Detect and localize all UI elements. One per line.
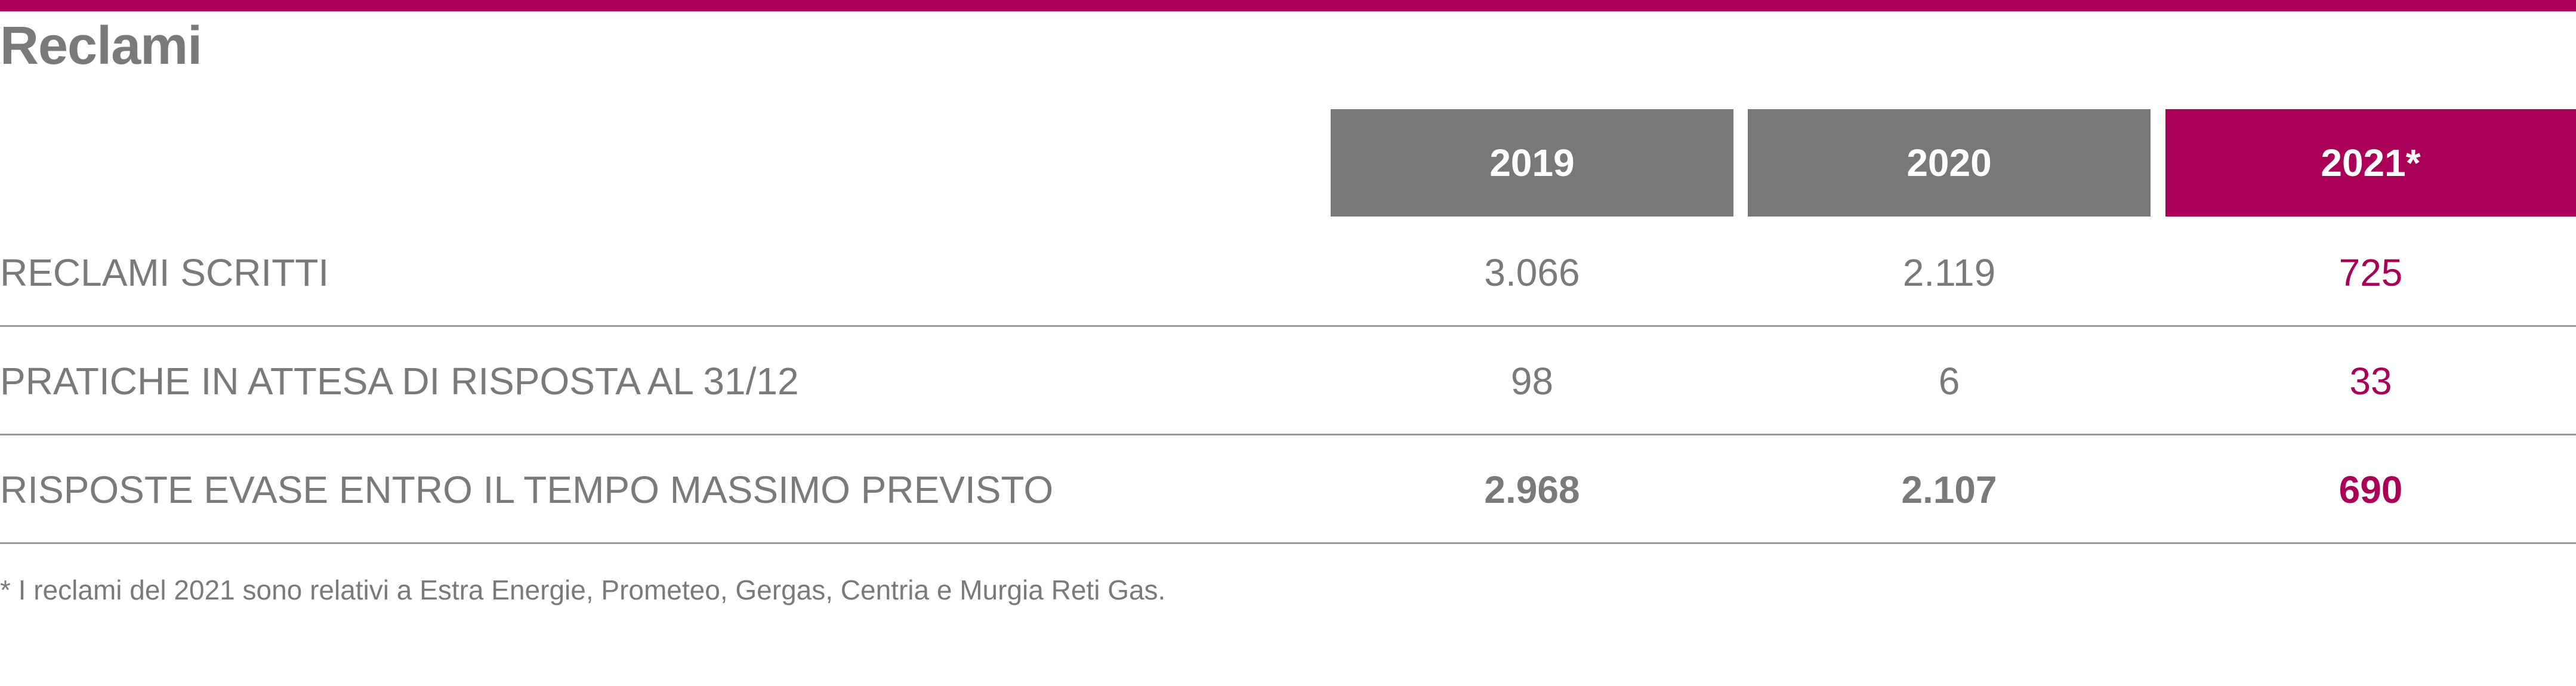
cell-2021: 33 — [2349, 360, 2392, 403]
cell-2019: 98 — [1510, 360, 1554, 403]
footnote: * I reclami del 2021 sono relativi a Est… — [0, 574, 1166, 605]
table-row: PRATICHE IN ATTESA DI RISPOSTA AL 31/12 … — [0, 327, 2576, 435]
table-row: RECLAMI SCRITTI 3.066 2.119 725 — [0, 218, 2576, 327]
row-label: RECLAMI SCRITTI — [0, 251, 329, 294]
row-label: RISPOSTE EVASE ENTRO IL TEMPO MASSIMO PR… — [0, 468, 1054, 511]
cell-2021: 725 — [2339, 251, 2403, 294]
top-accent-bar — [0, 0, 2576, 11]
row-divider — [0, 325, 2576, 327]
column-header-2020: 2020 — [1748, 109, 2151, 217]
column-header-2021: 2021* — [2165, 109, 2576, 217]
row-divider — [0, 434, 2576, 435]
cell-2019: 2.968 — [1484, 468, 1580, 511]
page-title: Reclami — [0, 16, 202, 76]
table-row: RISPOSTE EVASE ENTRO IL TEMPO MASSIMO PR… — [0, 435, 2576, 544]
column-header-2019: 2019 — [1331, 109, 1733, 217]
row-divider — [0, 542, 2576, 544]
cell-2020: 2.107 — [1901, 468, 1997, 511]
cell-2019: 3.066 — [1484, 251, 1580, 294]
cell-2021: 690 — [2339, 468, 2403, 511]
cell-2020: 6 — [1938, 360, 1960, 403]
cell-2020: 2.119 — [1902, 251, 1996, 294]
row-label: PRATICHE IN ATTESA DI RISPOSTA AL 31/12 — [0, 360, 799, 403]
